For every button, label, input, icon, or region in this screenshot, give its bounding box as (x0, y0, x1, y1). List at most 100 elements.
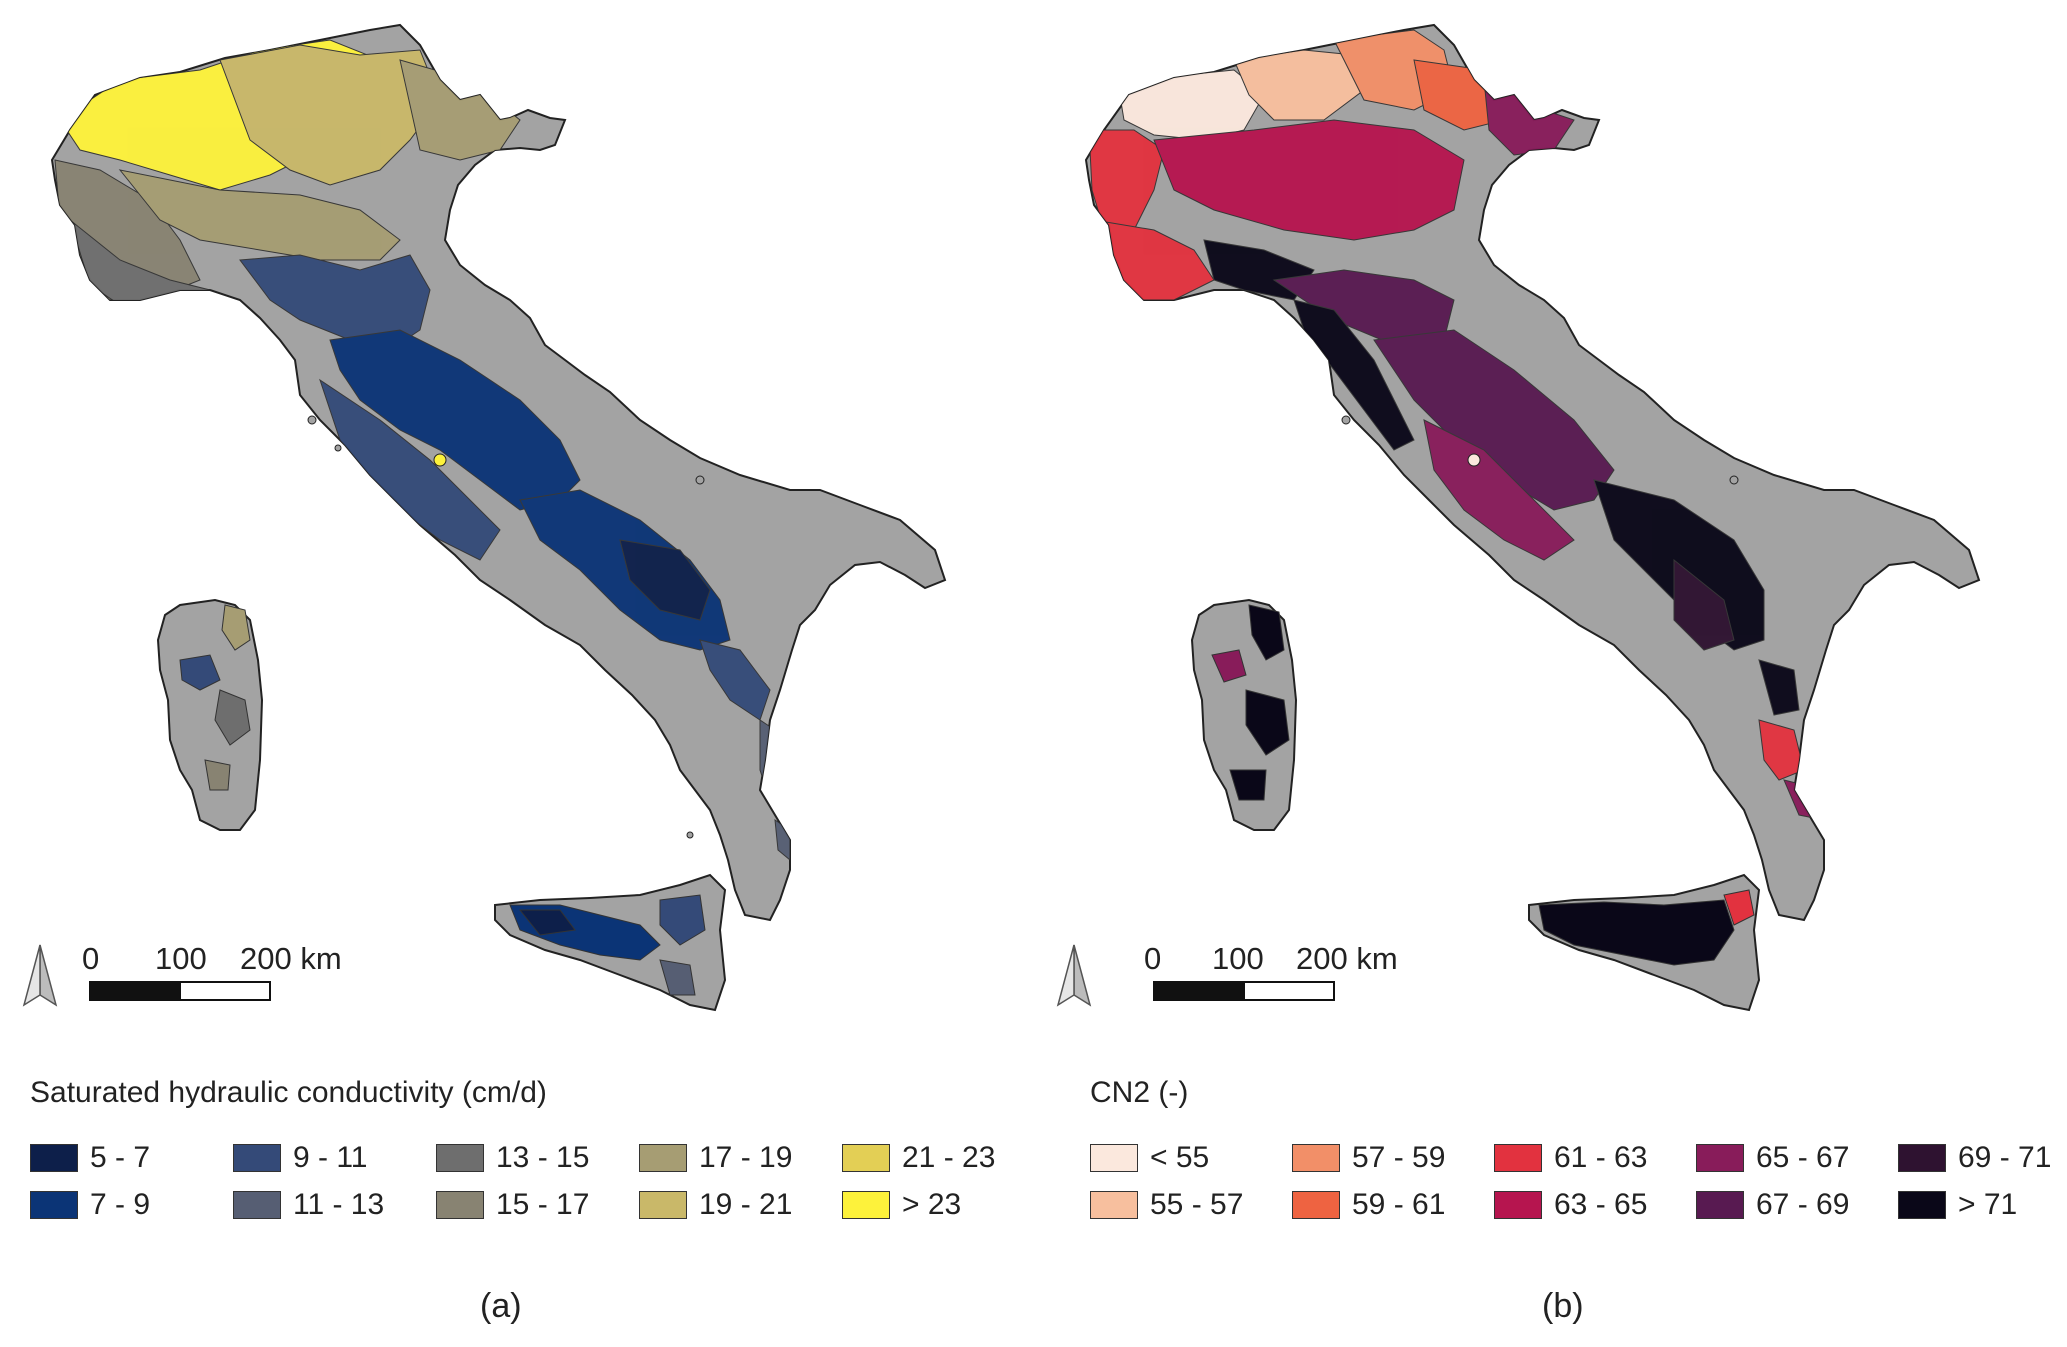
island-elba (307, 415, 317, 425)
legend-item: 63 - 65 (1494, 1188, 1647, 1222)
sardinia-center (214, 689, 251, 746)
legend-item: 65 - 67 (1696, 1141, 1849, 1175)
calabria-red (1758, 719, 1805, 781)
legend-title-a: Saturated hydraulic conductivity (cm/d) (30, 1076, 547, 1109)
scale-label-200-km: 200 km (240, 941, 342, 976)
sardinia-b-north-black (1248, 604, 1285, 661)
alps-ochre (219, 44, 441, 186)
legend-item: 69 - 71 (1898, 1141, 2051, 1175)
legend-label: 5 - 7 (90, 1141, 151, 1174)
legend-swatch (1898, 1191, 1946, 1219)
legend-swatch (1292, 1144, 1340, 1172)
po-valley-olive (118, 169, 401, 261)
legend-item: 61 - 63 (1494, 1141, 1647, 1175)
central-purple (1373, 329, 1615, 511)
legend-swatch (639, 1191, 687, 1219)
legend-swatch (436, 1144, 484, 1172)
calabria-slate (759, 719, 791, 801)
legend-item: > 71 (1898, 1188, 2017, 1222)
legend-label: 15 - 17 (496, 1188, 590, 1221)
island-elba-b (1341, 415, 1351, 425)
legend-swatch (1494, 1191, 1542, 1219)
map-panel-b: 0 100 200 km CN2 (-) < 55 55 - 57 57 - 59 5… (1034, 0, 2067, 1347)
scale-bar-b (1153, 981, 1335, 1001)
south-purple (1673, 558, 1735, 651)
legend-label: 57 - 59 (1352, 1141, 1446, 1174)
sardinia (156, 598, 264, 831)
legend-label: 67 - 69 (1756, 1188, 1850, 1221)
legend-swatch (842, 1144, 890, 1172)
legend-label: 11 - 13 (293, 1188, 385, 1221)
sicily-b-red (1723, 889, 1755, 926)
legend-item: < 55 (1090, 1141, 1209, 1175)
legend-swatch (1090, 1144, 1138, 1172)
legend-label: 69 - 71 (1958, 1141, 2052, 1174)
island-aeolian (686, 831, 694, 839)
north-arrow-icon (1056, 944, 1092, 1007)
north-apennines (239, 254, 431, 351)
legend-label: < 55 (1150, 1141, 1210, 1174)
map-panel-a: 0 100 200 km Saturated hydraulic conduct… (0, 0, 1033, 1347)
legend-swatch (1696, 1191, 1744, 1219)
sicily-b-black (1538, 899, 1735, 966)
legend-label: 63 - 65 (1554, 1188, 1648, 1221)
legend-swatch (30, 1191, 78, 1219)
scale-label-200-km-b: 200 km (1296, 941, 1398, 976)
legend-label: 17 - 19 (699, 1141, 793, 1174)
legend-item: 17 - 19 (639, 1141, 792, 1175)
sardinia-b-center-black (1245, 689, 1290, 756)
legend-label: 21 - 23 (902, 1141, 996, 1174)
legend-swatch (639, 1144, 687, 1172)
scale-bar (89, 981, 271, 1001)
legend-item: 19 - 21 (639, 1188, 792, 1222)
island-small (334, 444, 342, 452)
legend-label: 61 - 63 (1554, 1141, 1648, 1174)
legend-label: 65 - 67 (1756, 1141, 1850, 1174)
alps-peach (1233, 49, 1365, 121)
north-arrow-icon (22, 944, 58, 1007)
legend-item: 55 - 57 (1090, 1188, 1243, 1222)
legend-item: 15 - 17 (436, 1188, 589, 1222)
legend-swatch (233, 1144, 281, 1172)
scale-label-100-b: 100 (1212, 941, 1264, 976)
sicily-east-slate (659, 894, 706, 946)
legend-label: 19 - 21 (699, 1188, 793, 1221)
legend-item: 9 - 11 (233, 1141, 368, 1175)
legend-swatch (1696, 1144, 1744, 1172)
scale-label-0-b: 0 (1144, 941, 1162, 976)
sardinia-west-blue (179, 654, 221, 691)
legend-label: > 23 (902, 1188, 962, 1221)
legend-item: 67 - 69 (1696, 1188, 1849, 1222)
legend-label: 7 - 9 (90, 1188, 151, 1221)
legend-item: > 23 (842, 1188, 961, 1222)
scale-label-0: 0 (82, 941, 100, 976)
legend-label: 55 - 57 (1150, 1188, 1244, 1221)
calabria-black (1758, 659, 1800, 716)
legend-swatch (842, 1191, 890, 1219)
legend-swatch (1898, 1144, 1946, 1172)
legend-item: 13 - 15 (436, 1141, 589, 1175)
legend-item: 11 - 13 (233, 1188, 384, 1222)
legend-swatch (436, 1191, 484, 1219)
italy-ksat-map (22, 24, 946, 1012)
south-dark (619, 539, 711, 621)
legend-label: 59 - 61 (1352, 1188, 1446, 1221)
legend-item: 21 - 23 (842, 1141, 995, 1175)
italy-cn2-map (1056, 24, 1980, 1012)
caption-b: (b) (1542, 1287, 1584, 1325)
caption-a: (a) (480, 1287, 522, 1325)
legend-label: > 71 (1958, 1188, 2018, 1221)
sardinia-b-south-black (1229, 769, 1267, 801)
sardinia-south (204, 759, 231, 791)
legend-item: 57 - 59 (1292, 1141, 1445, 1175)
legend-item: 7 - 9 (30, 1188, 150, 1222)
sardinia-north-olive (221, 604, 251, 651)
lake-patch-pale (1467, 453, 1481, 467)
po-valley-crimson (1153, 119, 1465, 241)
sicily-se-slate (659, 959, 696, 996)
legend-swatch (233, 1191, 281, 1219)
island-tremiti (695, 475, 705, 485)
scale-label-100: 100 (155, 941, 207, 976)
legend-swatch (1494, 1144, 1542, 1172)
sardinia-b-west-magenta (1211, 649, 1247, 683)
